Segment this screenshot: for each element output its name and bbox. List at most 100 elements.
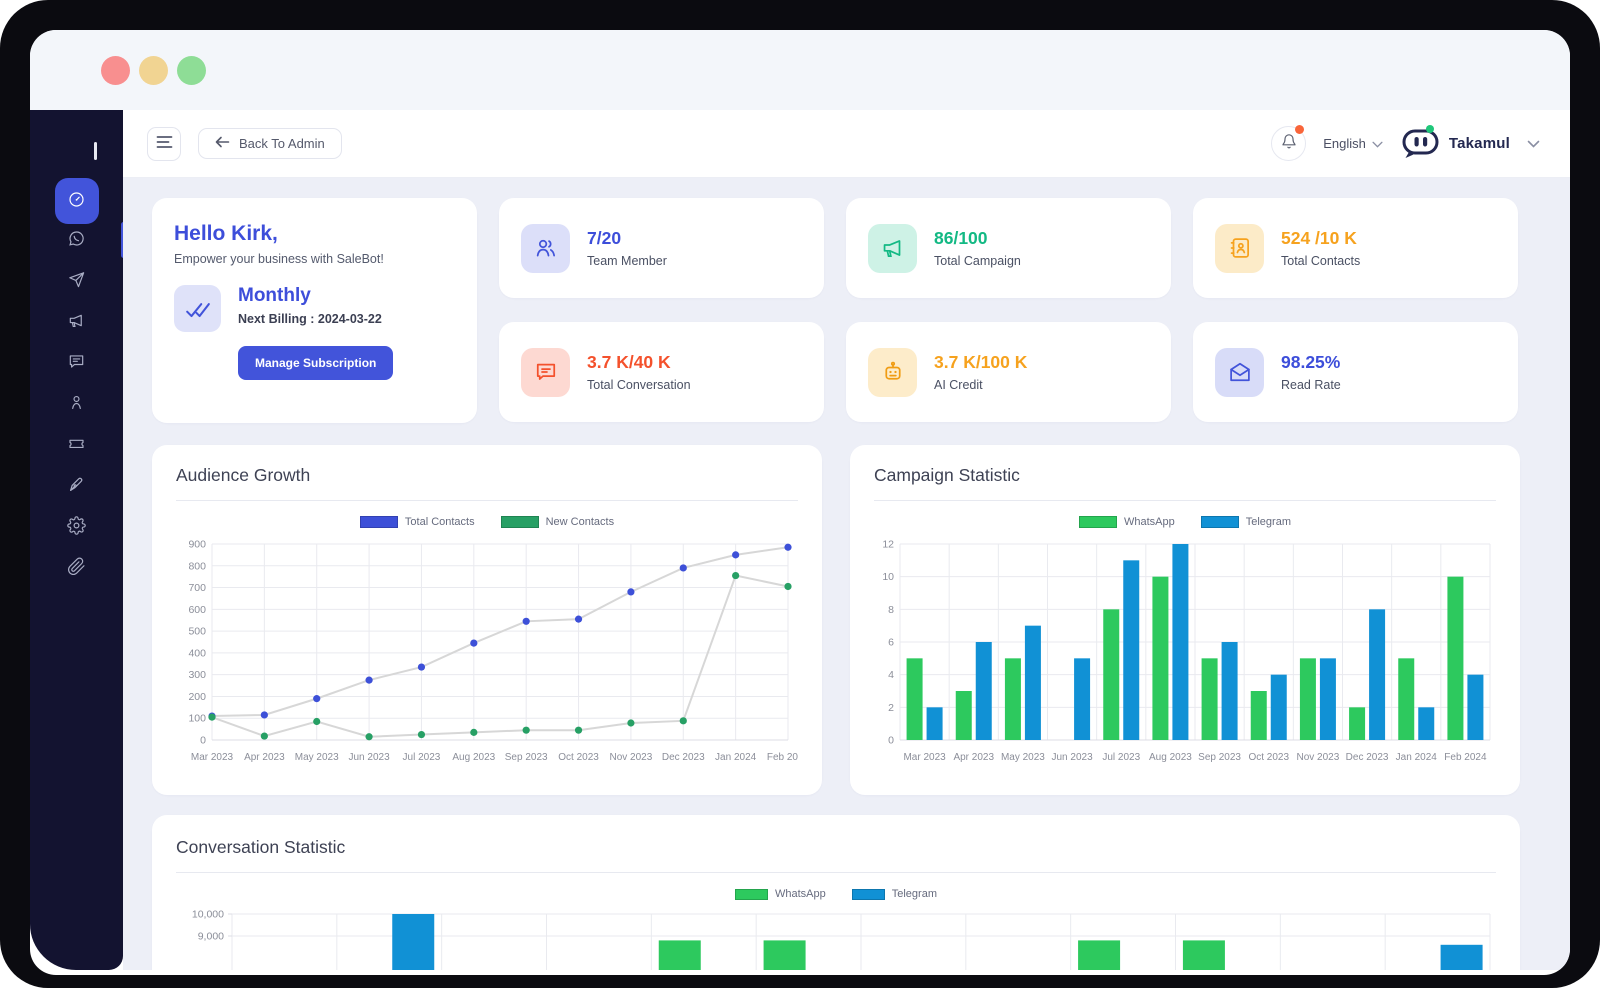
svg-text:Apr 2023: Apr 2023 bbox=[953, 752, 994, 763]
stat-value: 98.25% bbox=[1281, 352, 1341, 372]
svg-text:700: 700 bbox=[188, 582, 206, 594]
robot-icon bbox=[868, 347, 917, 397]
svg-text:Jun 2023: Jun 2023 bbox=[349, 752, 391, 763]
back-to-admin-button[interactable]: Back To Admin bbox=[198, 128, 342, 159]
stat-label: Total Conversation bbox=[587, 378, 691, 392]
svg-text:2: 2 bbox=[888, 702, 894, 714]
window-dot-red bbox=[101, 56, 130, 85]
window-dot-green bbox=[177, 56, 206, 85]
svg-text:6: 6 bbox=[888, 637, 894, 649]
stat-label: Total Campaign bbox=[934, 254, 1021, 268]
svg-text:Dec 2023: Dec 2023 bbox=[662, 752, 705, 763]
robot-logo-icon bbox=[1400, 124, 1442, 160]
svg-text:Nov 2023: Nov 2023 bbox=[1297, 752, 1340, 763]
stat-value: 7/20 bbox=[587, 228, 622, 248]
svg-text:Nov 2023: Nov 2023 bbox=[610, 752, 653, 763]
double-check-icon bbox=[174, 285, 221, 332]
language-selector[interactable]: English bbox=[1323, 136, 1383, 151]
legend-item-telegram[interactable]: Telegram bbox=[1200, 516, 1291, 528]
svg-text:Jan 2024: Jan 2024 bbox=[1396, 752, 1438, 763]
account-menu[interactable]: Takamul bbox=[1400, 124, 1510, 160]
legend-label: Telegram bbox=[1245, 516, 1291, 528]
svg-text:500: 500 bbox=[188, 626, 206, 638]
dashboard-icon bbox=[67, 190, 86, 212]
legend-label: WhatsApp bbox=[775, 888, 826, 900]
notification-dot bbox=[1295, 125, 1305, 134]
sidebar-item-gear[interactable] bbox=[55, 506, 99, 547]
svg-text:800: 800 bbox=[188, 560, 206, 572]
conversation-statistic-legend: WhatsApp Telegram bbox=[176, 888, 1496, 900]
sidebar-item-telegram[interactable] bbox=[55, 260, 99, 301]
legend-item-total-contacts[interactable]: Total Contacts bbox=[359, 516, 475, 528]
menu-toggle-button[interactable] bbox=[147, 126, 181, 161]
svg-text:Mar 2023: Mar 2023 bbox=[191, 752, 234, 763]
stat-label: Total Contacts bbox=[1281, 254, 1361, 268]
sidebar-item-person[interactable] bbox=[55, 383, 99, 424]
sidebar-item-ticket[interactable] bbox=[55, 424, 99, 465]
plan-name: Monthly bbox=[238, 285, 311, 306]
whatsapp-icon bbox=[67, 229, 86, 251]
campaign-statistic-card: Campaign Statistic WhatsApp Telegram 0 2 4 6… bbox=[850, 445, 1520, 795]
gear-icon bbox=[67, 515, 86, 538]
legend-item-telegram[interactable]: Telegram bbox=[851, 888, 937, 900]
legend-swatch bbox=[500, 516, 539, 528]
sidebar bbox=[30, 110, 126, 970]
stat-value: 524 /10 K bbox=[1281, 228, 1357, 248]
legend-item-new-contacts[interactable]: New Contacts bbox=[500, 516, 615, 528]
sidebar-item-whatsapp[interactable] bbox=[55, 219, 126, 260]
svg-text:Jun 2023: Jun 2023 bbox=[1052, 752, 1094, 763]
svg-text:900: 900 bbox=[188, 539, 206, 551]
legend-swatch bbox=[359, 516, 398, 528]
greeting-subtitle: Empower your business with SaleBot! bbox=[174, 252, 384, 266]
svg-text:100: 100 bbox=[188, 713, 206, 725]
window-dot-yellow bbox=[139, 56, 168, 85]
svg-text:Aug 2023: Aug 2023 bbox=[452, 752, 495, 763]
audience-growth-title: Audience Growth bbox=[176, 465, 311, 485]
paperclip-icon bbox=[67, 557, 86, 579]
account-chevron-down-icon[interactable] bbox=[1527, 135, 1540, 153]
campaign-statistic-chart: 0 2 4 6 8 10 12 Mar 2023 Apr 2023 May 2023 Jun 202… bbox=[882, 539, 1491, 763]
svg-text:Apr 2023: Apr 2023 bbox=[244, 752, 285, 763]
legend-item-whatsapp[interactable]: WhatsApp bbox=[735, 888, 826, 900]
legend-label: New Contacts bbox=[545, 516, 615, 528]
legend-swatch bbox=[1079, 516, 1117, 528]
legend-swatch bbox=[735, 888, 768, 900]
ticket-icon bbox=[67, 434, 86, 456]
stat-card-total-contacts: 524 /10 K Total Contacts bbox=[1193, 198, 1518, 298]
svg-text:12: 12 bbox=[882, 539, 894, 551]
divider bbox=[874, 500, 1496, 501]
divider bbox=[176, 500, 798, 501]
stat-value: 3.7 K/40 K bbox=[587, 352, 671, 372]
svg-text:Mar 2023: Mar 2023 bbox=[903, 752, 946, 763]
legend-label: WhatsApp bbox=[1124, 516, 1175, 528]
sidebar-item-pen[interactable] bbox=[55, 465, 99, 506]
users-icon bbox=[521, 223, 570, 273]
svg-text:8: 8 bbox=[888, 604, 894, 616]
stat-card-total-conversation: 3.7 K/40 K Total Conversation bbox=[499, 322, 824, 422]
sidebar-item-chat-lines[interactable] bbox=[55, 342, 99, 383]
campaign-statistic-title: Campaign Statistic bbox=[874, 465, 1020, 485]
divider bbox=[176, 872, 1496, 873]
svg-text:Sep 2023: Sep 2023 bbox=[1198, 752, 1241, 763]
manage-subscription-button[interactable]: Manage Subscription bbox=[238, 346, 394, 380]
svg-text:May 2023: May 2023 bbox=[1001, 752, 1045, 763]
sidebar-item-megaphone[interactable] bbox=[55, 301, 99, 342]
legend-item-whatsapp[interactable]: WhatsApp bbox=[1079, 516, 1175, 528]
stat-card-total-campaign: 86/100 Total Campaign bbox=[846, 198, 1171, 298]
notifications-button[interactable] bbox=[1271, 125, 1307, 161]
conversation-statistic-title: Conversation Statistic bbox=[176, 837, 346, 857]
telegram-icon bbox=[67, 270, 86, 292]
brand-name: Takamul bbox=[1448, 135, 1510, 152]
sidebar-item-dashboard[interactable] bbox=[54, 178, 99, 224]
legend-swatch bbox=[851, 888, 885, 900]
bell-icon bbox=[1281, 133, 1297, 155]
stat-label: Team Member bbox=[587, 254, 667, 268]
sidebar-item-paperclip[interactable] bbox=[55, 547, 99, 588]
campaign-statistic-legend: WhatsApp Telegram bbox=[874, 516, 1496, 528]
top-header: Back To Admin English bbox=[123, 110, 1570, 178]
svg-text:Dec 2023: Dec 2023 bbox=[1346, 752, 1389, 763]
svg-text:Feb 2024: Feb 2024 bbox=[1444, 752, 1487, 763]
svg-text:0: 0 bbox=[200, 735, 206, 747]
envelope-open-icon bbox=[1215, 347, 1264, 397]
legend-label: Telegram bbox=[891, 888, 937, 900]
